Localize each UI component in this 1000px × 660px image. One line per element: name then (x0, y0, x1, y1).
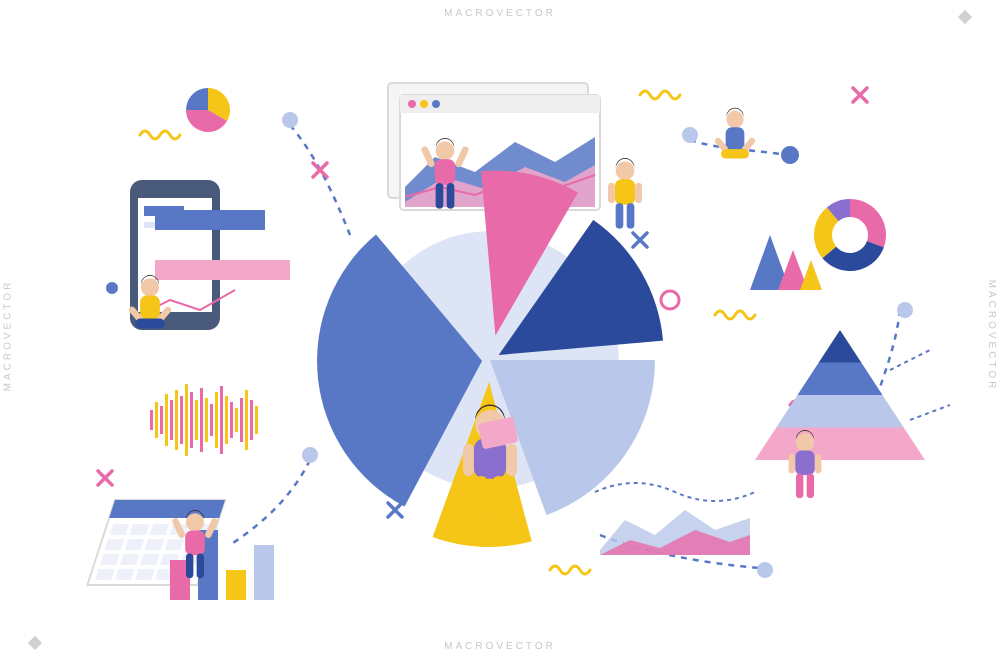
central-pie-chart (317, 171, 663, 547)
donut-chart (814, 199, 886, 271)
area-chart-bottom (595, 483, 755, 555)
triangle-cluster-chart (750, 235, 822, 290)
illustration-canvas (0, 0, 1000, 660)
mini-pie-chart (186, 88, 230, 132)
waveform-chart (150, 384, 258, 456)
pyramid-chart (755, 330, 950, 460)
calendar-bar-chart (87, 500, 274, 600)
